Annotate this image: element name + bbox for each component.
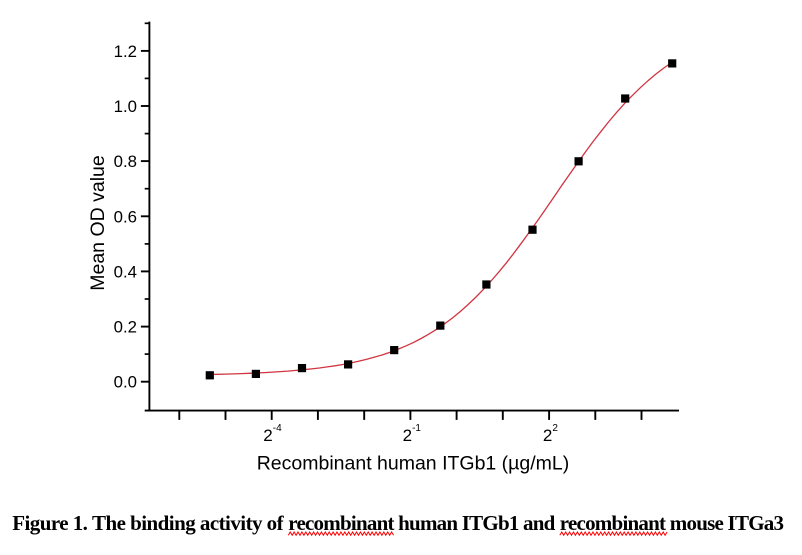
svg-text:0.0: 0.0	[114, 373, 137, 392]
svg-text:0.2: 0.2	[114, 318, 137, 337]
svg-text:0.8: 0.8	[114, 152, 137, 171]
svg-text:recombinant mouse ITGa3: recombinant mouse ITGa3	[560, 511, 784, 535]
svg-text:1.0: 1.0	[114, 97, 137, 116]
svg-text:2: 2	[552, 423, 558, 434]
svg-text:-4: -4	[273, 423, 282, 434]
svg-text:Figure 1. The binding activity: Figure 1. The binding activity of	[12, 511, 288, 535]
svg-text:2: 2	[263, 426, 272, 445]
svg-text:2: 2	[543, 426, 552, 445]
svg-text:-1: -1	[412, 423, 421, 434]
svg-text:2: 2	[403, 426, 412, 445]
svg-text:recombinant human ITGb1 and: recombinant human ITGb1 and	[288, 511, 560, 535]
svg-text:1.2: 1.2	[114, 42, 137, 61]
svg-text:Recombinant human ITGb1 (µg/mL: Recombinant human ITGb1 (µg/mL)	[257, 453, 570, 475]
svg-text:0.4: 0.4	[114, 262, 137, 281]
svg-text:Mean OD value: Mean OD value	[87, 155, 109, 290]
svg-text:0.6: 0.6	[114, 207, 137, 226]
